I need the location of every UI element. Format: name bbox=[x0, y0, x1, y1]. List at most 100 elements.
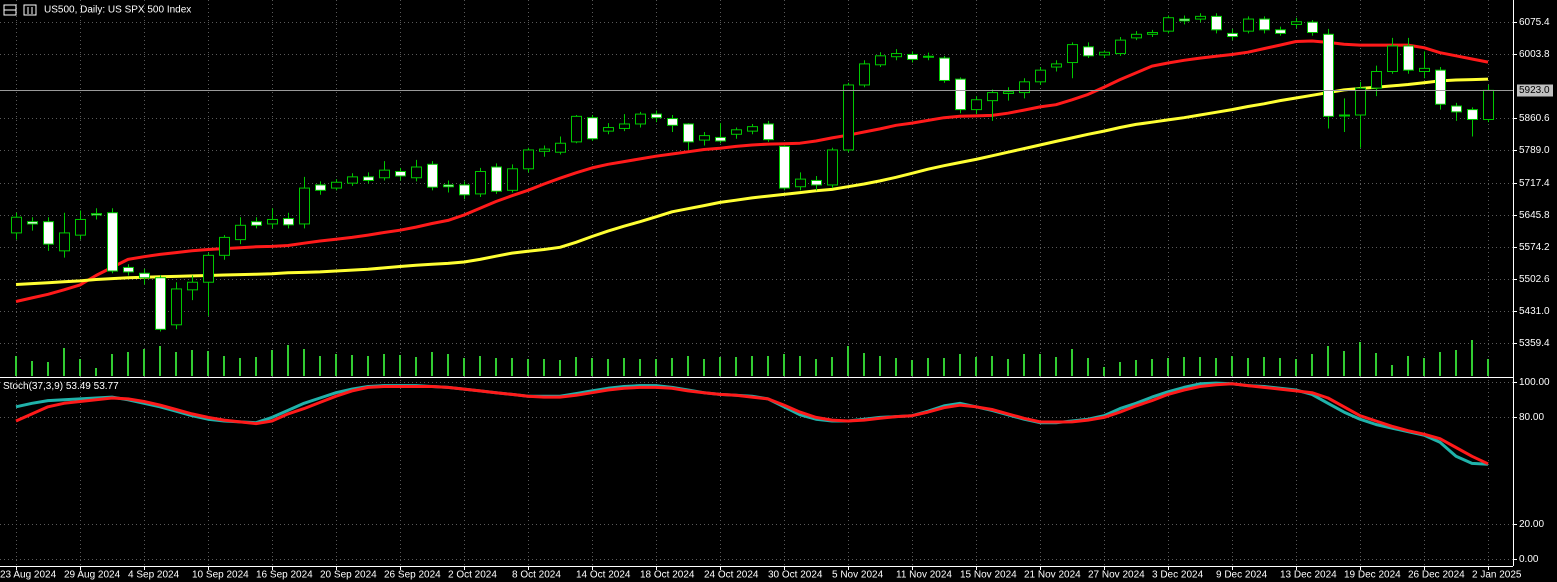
volume-bar bbox=[335, 354, 337, 376]
candle-body-bear bbox=[587, 117, 598, 140]
volume-bar bbox=[1247, 358, 1249, 376]
candle-body-bull bbox=[507, 168, 518, 191]
candle-body-bull bbox=[171, 288, 182, 326]
volume-bar bbox=[911, 360, 913, 376]
volume-bar bbox=[463, 358, 465, 376]
x-tick-label: 19 Dec 2024 bbox=[1344, 570, 1401, 581]
volume-bar bbox=[47, 362, 49, 376]
x-tick-label: 26 Sep 2024 bbox=[384, 570, 441, 581]
volume-bar bbox=[623, 358, 625, 376]
candle-body-bear bbox=[1179, 18, 1190, 22]
volume-bar bbox=[95, 368, 97, 376]
x-tick-label: 30 Oct 2024 bbox=[768, 570, 823, 581]
candle-body-bull bbox=[187, 281, 198, 291]
volume-bar bbox=[303, 349, 305, 376]
candle-body-bull bbox=[331, 181, 342, 189]
volume-bar bbox=[815, 359, 817, 376]
candle-body-bear bbox=[251, 221, 262, 226]
x-tick-label: 10 Sep 2024 bbox=[192, 570, 249, 581]
x-tick-label: 21 Nov 2024 bbox=[1024, 570, 1081, 581]
volume-bar bbox=[207, 351, 209, 376]
volume-bar bbox=[1135, 360, 1137, 376]
candle-body-bull bbox=[1115, 39, 1126, 55]
volume-bar bbox=[1439, 352, 1441, 376]
volume-bar bbox=[175, 352, 177, 376]
x-tick-label: 24 Oct 2024 bbox=[704, 570, 759, 581]
x-tick-label: 13 Dec 2024 bbox=[1280, 570, 1337, 581]
candle-body-bull bbox=[539, 148, 550, 152]
candle-body-bear bbox=[491, 166, 502, 192]
volume-bar bbox=[1023, 354, 1025, 376]
volume-bar bbox=[431, 352, 433, 376]
candle-body-bull bbox=[619, 123, 630, 129]
candle-body-bull bbox=[971, 99, 982, 111]
volume-bar bbox=[191, 350, 193, 376]
volume-bar bbox=[895, 358, 897, 376]
candle-body-bull bbox=[635, 113, 646, 125]
candle-body-bear bbox=[1451, 105, 1462, 113]
volume-bar bbox=[367, 356, 369, 376]
candle-body-bear bbox=[27, 221, 38, 225]
volume-bar bbox=[495, 358, 497, 376]
x-tick-label: 2 Oct 2024 bbox=[448, 570, 497, 581]
volume-bar bbox=[655, 359, 657, 376]
volume-bar bbox=[1103, 367, 1105, 376]
moving-average-line bbox=[15, 77, 1489, 286]
header-icons bbox=[3, 4, 37, 16]
candle-body-bear bbox=[1307, 21, 1318, 34]
candle-body-bull bbox=[59, 232, 70, 252]
candle-body-bull bbox=[1051, 63, 1062, 68]
volume-bar bbox=[735, 357, 737, 376]
volume-bar bbox=[1423, 358, 1425, 376]
volume-bar bbox=[1311, 354, 1313, 376]
volume-bar bbox=[927, 358, 929, 376]
volume-bar bbox=[1231, 356, 1233, 376]
candle-body-bull bbox=[747, 126, 758, 132]
volume-bar bbox=[79, 359, 81, 376]
x-tick-label: 11 Nov 2024 bbox=[896, 570, 952, 581]
volume-bar bbox=[287, 345, 289, 376]
candle-body-bull bbox=[603, 127, 614, 132]
candle-body-bull bbox=[795, 178, 806, 188]
x-tick-label: 18 Oct 2024 bbox=[640, 570, 695, 581]
y-tick-label: 5574.2 bbox=[1519, 242, 1550, 253]
candle-body-bull bbox=[923, 55, 934, 58]
y-tick-label: 6075.4 bbox=[1519, 17, 1550, 28]
candle-body-bull bbox=[219, 236, 230, 256]
candle-body-bear bbox=[91, 213, 102, 216]
volume-bar bbox=[111, 354, 113, 376]
indicator-signal-value: 53.77 bbox=[94, 381, 119, 392]
candle-body-bull bbox=[1419, 67, 1430, 73]
volume-bar bbox=[751, 356, 753, 376]
candle-body-bear bbox=[1211, 15, 1222, 31]
volume-bar bbox=[719, 357, 721, 376]
volume-bar bbox=[799, 356, 801, 376]
x-tick-label: 2 Jan 2025 bbox=[1472, 570, 1522, 581]
y-tick-label: 100.00 bbox=[1519, 377, 1550, 388]
volume-bar bbox=[239, 358, 241, 376]
volume-bar bbox=[31, 361, 33, 376]
candle-body-bull bbox=[1163, 17, 1174, 32]
candle-body-bull bbox=[379, 169, 390, 179]
volume-bar bbox=[527, 359, 529, 376]
candle-body-bull bbox=[11, 216, 22, 234]
candle-body-bear bbox=[1259, 18, 1270, 31]
volume-bar bbox=[1151, 359, 1153, 376]
volume-bar bbox=[831, 357, 833, 376]
volume-bar bbox=[1007, 359, 1009, 376]
volume-bar bbox=[1391, 365, 1393, 376]
volume-bar bbox=[591, 358, 593, 376]
volume-bar bbox=[1487, 359, 1489, 376]
y-tick-label: 5502.6 bbox=[1519, 274, 1550, 285]
y-tick-label: 5717.4 bbox=[1519, 178, 1550, 189]
x-tick-label: 26 Dec 2024 bbox=[1408, 570, 1465, 581]
indicator-main-value: 53.49 bbox=[66, 381, 91, 392]
candle-body-bear bbox=[1403, 45, 1414, 71]
candle-body-bull bbox=[827, 149, 838, 186]
candle-body-bear bbox=[715, 136, 726, 142]
candle-body-bear bbox=[811, 179, 822, 186]
volume-bar bbox=[607, 359, 609, 376]
candle-body-bull bbox=[891, 53, 902, 58]
y-tick-label: 5789.0 bbox=[1519, 145, 1550, 156]
